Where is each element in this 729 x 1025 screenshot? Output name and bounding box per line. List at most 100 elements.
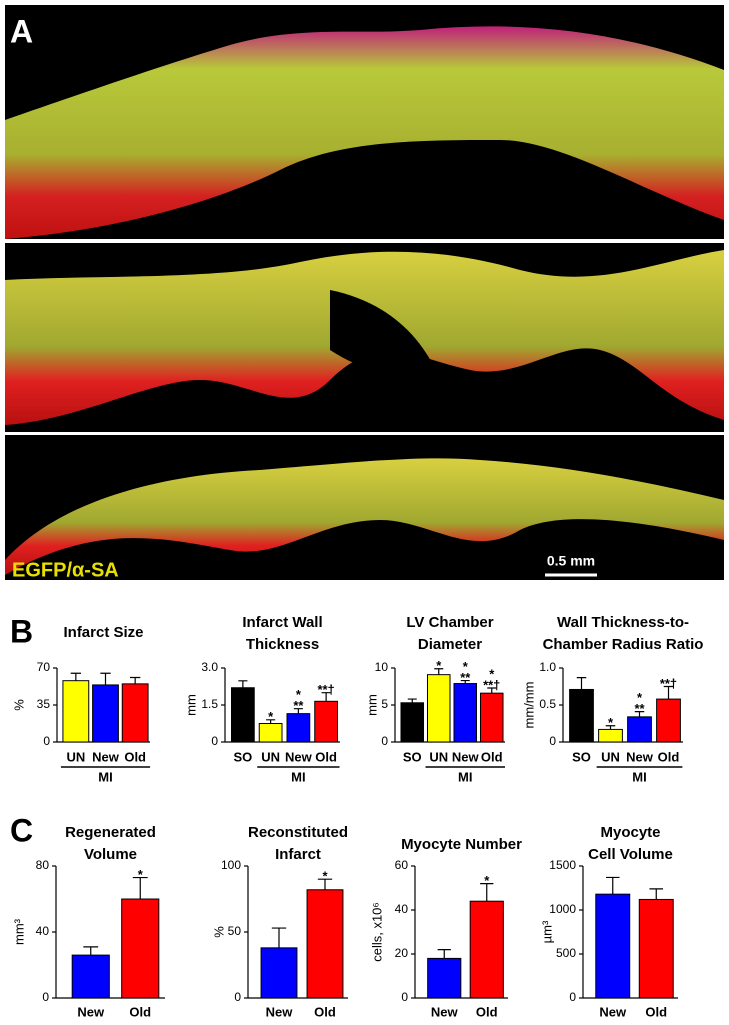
error-bar: [130, 676, 141, 684]
significance: *: [296, 687, 302, 702]
bar: [400, 702, 425, 743]
bar: [314, 700, 339, 743]
x-tick-label: UN: [601, 749, 620, 764]
error-bar: [437, 949, 451, 959]
bar: [121, 898, 160, 999]
error-bar: [317, 878, 333, 890]
panel-label: A: [10, 13, 33, 49]
y-axis-label: mm/mm: [521, 682, 536, 729]
significance: **: [293, 698, 304, 713]
chart-title: Chamber Radius Ratio: [543, 636, 704, 653]
bar: [71, 954, 110, 999]
x-tick-label: New: [92, 749, 120, 764]
x-tick-label: New: [626, 749, 654, 764]
error-bar: [293, 708, 303, 714]
x-tick-label: New: [431, 1004, 459, 1019]
y-tick-label: 0: [42, 990, 49, 1004]
chart-title: LV Chamber: [406, 614, 493, 631]
tissue-section: [5, 26, 724, 239]
y-axis-label: mm: [364, 694, 379, 716]
bar: [62, 680, 90, 743]
y-tick-label: 0: [569, 990, 576, 1004]
chart-title: Reconstituted: [248, 824, 348, 841]
x-tick-label: SO: [403, 749, 422, 764]
error-bar: [663, 685, 674, 700]
micrographs: [5, 5, 724, 580]
significance: *: [637, 690, 643, 705]
error-bar: [321, 692, 331, 702]
error-bar: [576, 677, 587, 690]
chart-title: Volume: [84, 846, 137, 863]
x-tick-label: UN: [66, 749, 85, 764]
significance: *: [484, 873, 490, 888]
error-bar: [70, 672, 81, 681]
y-tick-label: 0.5: [539, 697, 556, 711]
chart-title: Diameter: [418, 636, 482, 653]
y-tick-label: 70: [37, 660, 51, 674]
significance: *: [138, 867, 144, 882]
group-label: MI: [632, 769, 646, 784]
chart-title: Thickness: [246, 636, 319, 653]
significance: **†: [317, 682, 334, 697]
error-bar: [480, 883, 494, 902]
bar: [306, 889, 344, 999]
significance: *: [436, 658, 442, 673]
error-bar: [434, 668, 444, 675]
scale-label: 0.5 mm: [547, 553, 595, 569]
bar: [595, 893, 631, 999]
x-tick-label: New: [266, 1004, 294, 1019]
error-bar: [605, 725, 616, 730]
error-bar: [605, 876, 620, 895]
x-tick-label: SO: [572, 749, 591, 764]
bar: [426, 674, 451, 743]
error-bar: [271, 927, 287, 948]
error-bar: [407, 698, 417, 703]
error-bar: [487, 687, 497, 694]
significance: **†: [660, 676, 677, 691]
x-tick-label: UN: [429, 749, 448, 764]
x-tick-label: Old: [315, 749, 337, 764]
chart-title: Infarct Size: [63, 624, 143, 641]
error-bar: [238, 680, 248, 688]
chart-title: Myocyte: [600, 824, 660, 841]
y-axis-label: %: [211, 926, 226, 938]
x-tick-label: New: [77, 1004, 105, 1019]
chart-title: Wall Thickness-to-: [557, 614, 689, 631]
y-tick-label: 0: [549, 734, 556, 748]
significance: **†: [483, 677, 500, 692]
y-tick-label: 0: [43, 734, 50, 748]
x-tick-label: Old: [476, 1004, 498, 1019]
y-tick-label: 1.0: [539, 660, 556, 674]
panel-label: C: [10, 812, 33, 848]
bar: [427, 957, 462, 999]
error-bar: [83, 946, 99, 956]
x-tick-label: New: [285, 749, 313, 764]
x-tick-label: Old: [481, 749, 503, 764]
y-tick-label: 0: [401, 990, 408, 1004]
y-tick-label: 1.5: [201, 697, 218, 711]
y-tick-label: 0: [234, 990, 241, 1004]
error-bar: [100, 672, 111, 685]
chart-title: Regenerated: [65, 824, 156, 841]
x-tick-label: Old: [645, 1004, 667, 1019]
bar: [569, 688, 594, 743]
bar: [656, 698, 681, 743]
chart-title: Cell Volume: [588, 846, 673, 863]
y-tick-label: 100: [221, 858, 241, 872]
chart-title: Infarct Wall: [242, 614, 322, 631]
y-tick-label: 0: [381, 734, 388, 748]
bar: [92, 684, 119, 743]
significance: *: [322, 869, 328, 884]
group-label: MI: [458, 769, 472, 784]
bar: [627, 716, 652, 743]
bar: [286, 713, 311, 743]
x-tick-label: Old: [124, 749, 146, 764]
x-tick-label: New: [599, 1004, 627, 1019]
y-tick-label: 500: [556, 946, 576, 960]
y-tick-label: 10: [375, 660, 389, 674]
bar: [258, 723, 283, 743]
error-bar: [266, 719, 276, 724]
significance: *: [608, 715, 614, 730]
panel-label: B: [10, 613, 33, 649]
